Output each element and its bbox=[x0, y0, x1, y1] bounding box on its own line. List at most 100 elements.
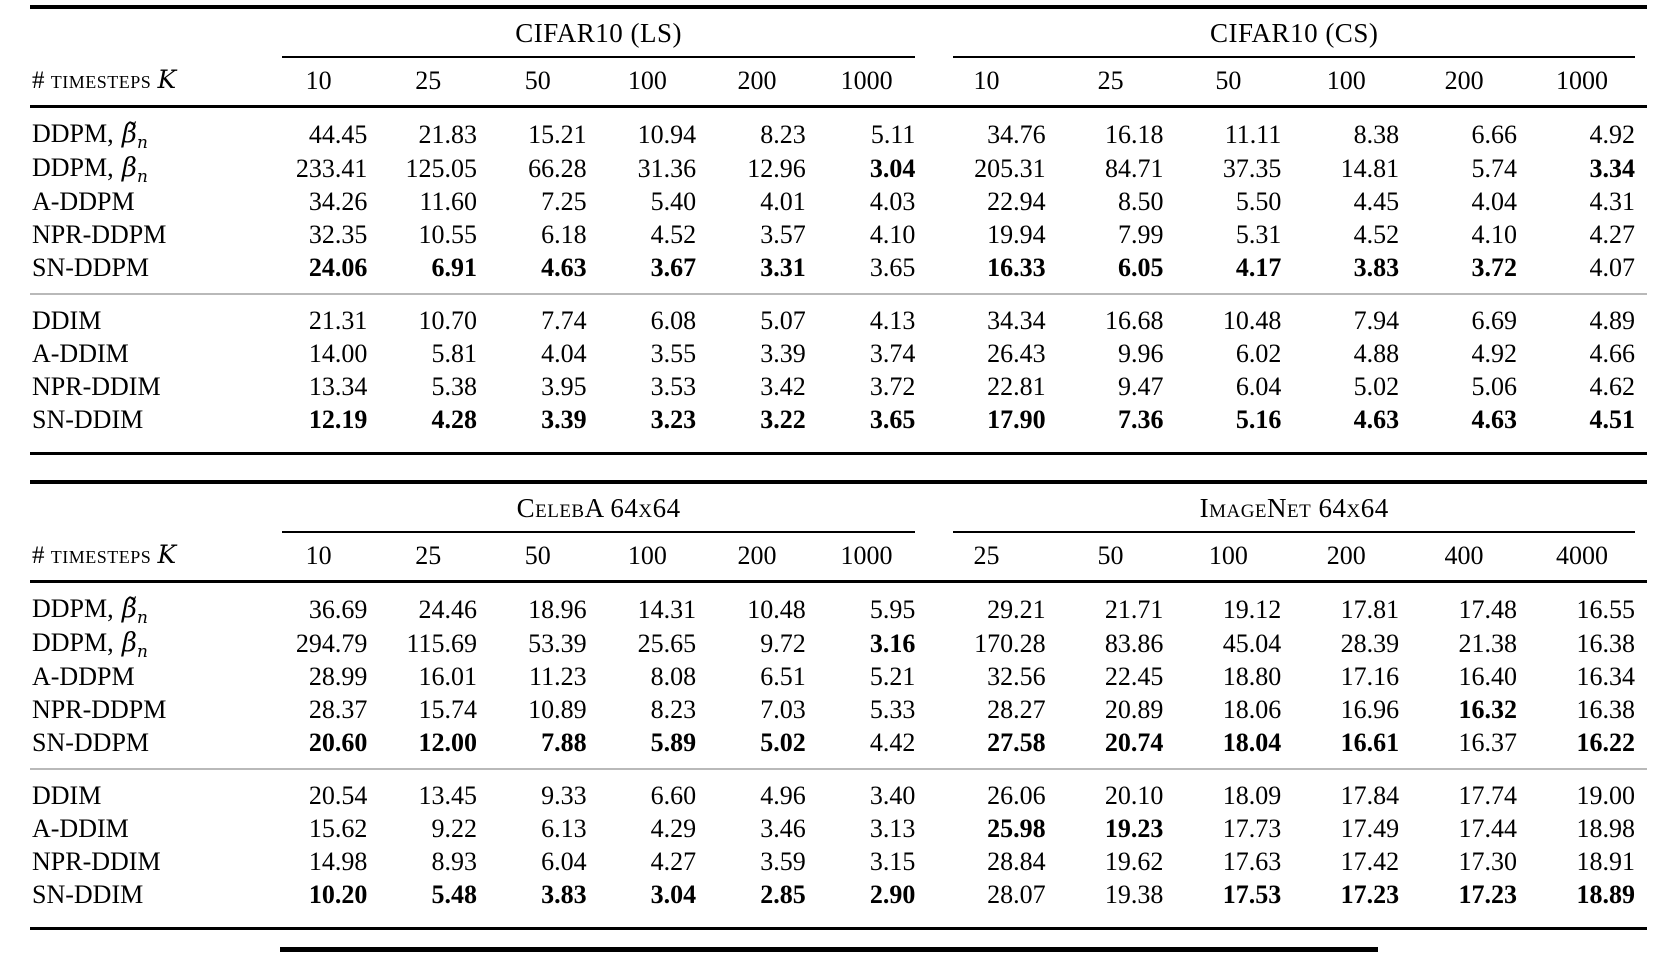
col-header: 25 bbox=[1057, 58, 1176, 108]
empty-corner-cell bbox=[30, 7, 270, 58]
fid-value: 12.00 bbox=[418, 728, 478, 757]
fid-value: 16.68 bbox=[1104, 306, 1164, 335]
fid-value: 12.96 bbox=[747, 153, 806, 183]
fid-value: 4.17 bbox=[1235, 253, 1282, 282]
table-row-ddpm: DDPM, β̃n 44.45 21.83 15.21 10.94 8.23 5.11 34.… bbox=[30, 107, 1647, 152]
fid-value: 3.40 bbox=[869, 781, 916, 810]
fid-value: 17.63 bbox=[1222, 847, 1282, 876]
fid-value: 5.02 bbox=[1353, 372, 1400, 401]
fid-value: 4.45 bbox=[1353, 187, 1400, 216]
fid-value: 17.49 bbox=[1340, 814, 1400, 843]
fid-value: 17.48 bbox=[1458, 594, 1517, 624]
fid-value: 14.31 bbox=[637, 594, 697, 624]
table-row-sn-ddpm: SN-DDPM 24.06 6.91 4.63 3.67 3.31 3.65 16.33 6.0… bbox=[30, 251, 1647, 294]
fid-value: 4.88 bbox=[1353, 339, 1400, 368]
fid-value: 4.63 bbox=[1353, 405, 1400, 434]
fid-value: 2.90 bbox=[869, 880, 916, 909]
fid-value: 18.98 bbox=[1576, 814, 1636, 843]
math-symbol: β̃n bbox=[113, 119, 148, 153]
fid-value: 2.85 bbox=[760, 880, 806, 909]
fid-value: 34.76 bbox=[987, 119, 1046, 149]
fid-value: 233.41 bbox=[295, 153, 368, 183]
fid-value: 16.55 bbox=[1576, 594, 1636, 624]
fid-value: 7.36 bbox=[1117, 405, 1164, 434]
fid-value: 7.25 bbox=[541, 187, 587, 216]
fid-value: 8.38 bbox=[1353, 119, 1400, 149]
fid-value: 10.94 bbox=[637, 119, 697, 149]
fid-value: 28.27 bbox=[987, 695, 1046, 724]
table-row-npr-ddim: NPR-DDIM 13.34 5.38 3.95 3.53 3.42 3.72 22.81 9.… bbox=[30, 370, 1647, 403]
fid-value: 17.16 bbox=[1340, 662, 1400, 691]
fid-value: 13.45 bbox=[418, 781, 478, 810]
col-header: 4000 bbox=[1528, 533, 1647, 583]
group-title: CIFAR10 (CS) bbox=[953, 18, 1635, 58]
fid-value: 6.66 bbox=[1471, 119, 1518, 149]
fid-value: 16.22 bbox=[1576, 728, 1636, 757]
column-header-row: # timesteps K 10 25 50 100 200 1000 25 5… bbox=[30, 533, 1647, 583]
fid-value: 3.13 bbox=[869, 814, 916, 843]
col-header: 10 bbox=[269, 533, 380, 583]
fid-value: 4.31 bbox=[1589, 187, 1636, 216]
group-title: ImageNet 64x64 bbox=[953, 493, 1635, 533]
fid-value: 4.51 bbox=[1589, 405, 1636, 434]
fid-value: 16.40 bbox=[1458, 662, 1517, 691]
fid-value: 16.32 bbox=[1458, 695, 1517, 724]
row-label: A-DDPM bbox=[32, 187, 135, 216]
column-header-row: # timesteps K 10 25 50 100 200 1000 10 2… bbox=[30, 58, 1647, 108]
results-table-celeba-imagenet: CelebA 64x64 ImageNet 64x64 # timesteps … bbox=[30, 480, 1647, 930]
fid-value: 6.91 bbox=[431, 253, 478, 282]
fid-value: 22.94 bbox=[987, 187, 1046, 216]
fid-value: 17.73 bbox=[1222, 814, 1282, 843]
fid-value: 115.69 bbox=[406, 628, 477, 658]
fid-value: 5.31 bbox=[1235, 220, 1282, 249]
fid-value: 4.01 bbox=[760, 187, 806, 216]
fid-value: 205.31 bbox=[974, 153, 1046, 183]
table-row-ddpm: DDPM, βn 233.41 125.05 66.28 31.36 12.96 3.04 2… bbox=[30, 151, 1647, 185]
fid-value: 6.18 bbox=[541, 220, 587, 249]
fid-value: 3.22 bbox=[760, 405, 806, 434]
group-header-row: CelebA 64x64 ImageNet 64x64 bbox=[30, 482, 1647, 533]
fid-value: 44.45 bbox=[308, 119, 368, 149]
fid-value: 17.53 bbox=[1222, 880, 1282, 909]
fid-value: 3.15 bbox=[869, 847, 916, 876]
table-row-npr-ddpm: NPR-DDPM 28.37 15.74 10.89 8.23 7.03 5.33 28.27… bbox=[30, 693, 1647, 726]
fid-value: 10.89 bbox=[528, 695, 587, 724]
row-label: DDPM, βn bbox=[32, 153, 148, 187]
fid-value: 16.96 bbox=[1340, 695, 1400, 724]
table-row-ddpm: DDPM, β̃n 36.69 24.46 18.96 14.31 10.48 5.95 29… bbox=[30, 582, 1647, 627]
col-header: 100 bbox=[598, 533, 709, 583]
fid-value: 4.13 bbox=[869, 306, 916, 335]
fid-value: 9.72 bbox=[760, 628, 806, 658]
fid-value: 8.23 bbox=[760, 119, 806, 149]
fid-value: 3.74 bbox=[869, 339, 916, 368]
fid-value: 17.81 bbox=[1340, 594, 1400, 624]
group-header-celeba: CelebA 64x64 bbox=[270, 482, 927, 533]
fid-value: 18.09 bbox=[1222, 781, 1282, 810]
fid-value: 6.51 bbox=[760, 662, 806, 691]
ddim-section: DDIM 21.31 10.70 7.74 6.08 5.07 4.13 34.34 16.68… bbox=[30, 294, 1647, 454]
fid-value: 16.33 bbox=[987, 253, 1046, 282]
table-row-ddim: DDIM 20.54 13.45 9.33 6.60 4.96 3.40 26.06 20.10… bbox=[30, 769, 1647, 812]
fid-value: 17.44 bbox=[1458, 814, 1517, 843]
fid-value: 20.74 bbox=[1104, 728, 1164, 757]
fid-value: 7.94 bbox=[1353, 306, 1400, 335]
col-header: 25 bbox=[379, 58, 489, 108]
fid-value: 5.48 bbox=[431, 880, 478, 909]
table-row-a-ddpm: A-DDPM 28.99 16.01 11.23 8.08 6.51 5.21 32.56 22… bbox=[30, 660, 1647, 693]
fid-value: 3.31 bbox=[760, 253, 806, 282]
fid-value: 16.61 bbox=[1340, 728, 1400, 757]
fid-value: 15.21 bbox=[528, 119, 587, 149]
fid-value: 3.59 bbox=[760, 847, 806, 876]
fid-value: 4.04 bbox=[541, 339, 587, 368]
col-header: 400 bbox=[1411, 533, 1529, 583]
col-header: 25 bbox=[927, 533, 1058, 583]
fid-value: 19.00 bbox=[1576, 781, 1636, 810]
fid-value: 16.38 bbox=[1576, 695, 1636, 724]
fid-value: 28.39 bbox=[1340, 628, 1400, 658]
fid-value: 9.33 bbox=[541, 781, 587, 810]
fid-value: 3.65 bbox=[869, 405, 916, 434]
col-header: 10 bbox=[927, 58, 1058, 108]
fid-value: 6.08 bbox=[650, 306, 697, 335]
fid-value: 3.65 bbox=[869, 253, 916, 282]
fid-value: 12.19 bbox=[308, 405, 368, 434]
